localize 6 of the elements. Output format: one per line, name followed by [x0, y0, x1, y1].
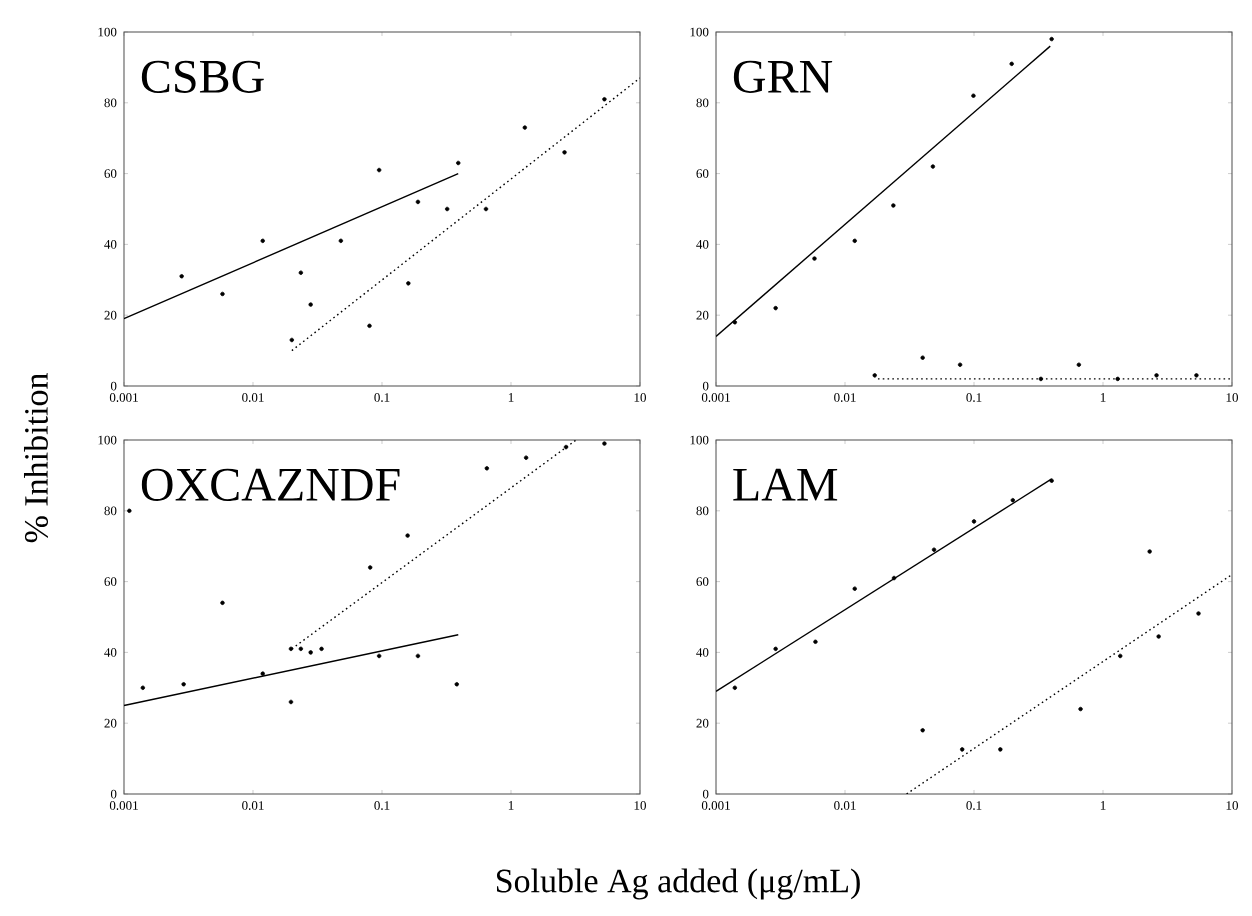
annotation: LAM [733, 468, 838, 501]
y-axis-title: % Inhibition [23, 373, 49, 543]
annotation: CSBG [141, 60, 264, 93]
annotation: OXCAZNDF [141, 468, 400, 501]
x-axis-title: Soluble Ag added (μg/mL) [496, 868, 860, 900]
annotation: GRN [733, 60, 833, 93]
